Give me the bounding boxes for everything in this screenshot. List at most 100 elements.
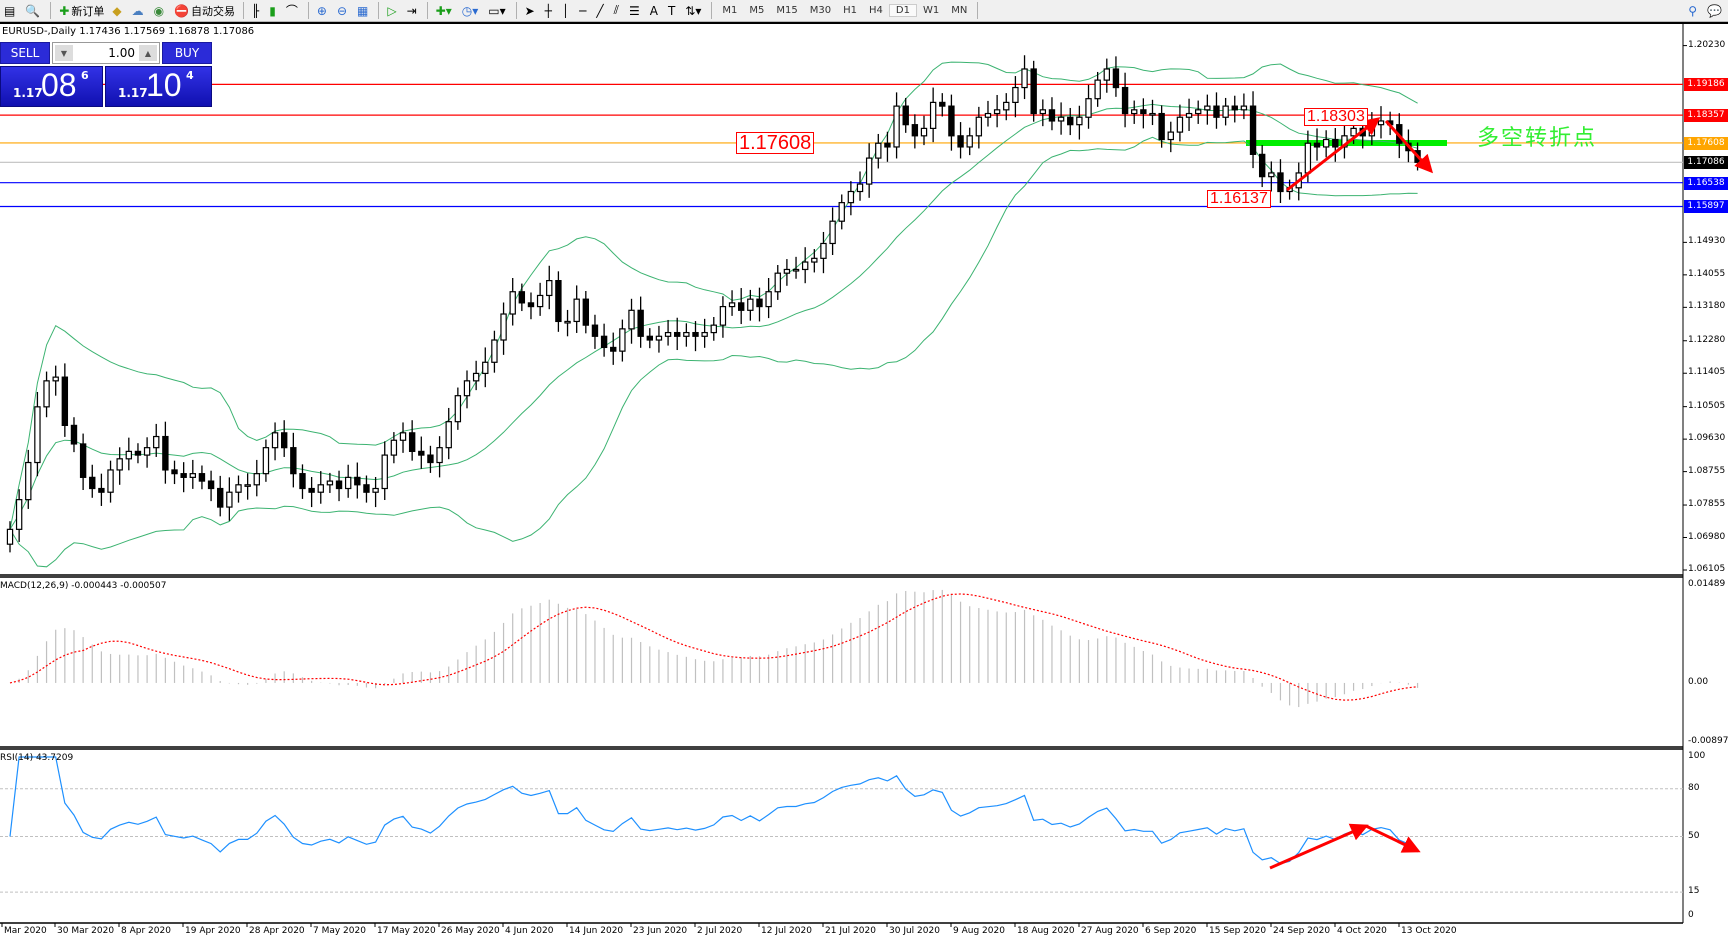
sell-button[interactable]: SELL: [0, 42, 50, 64]
navigator-button[interactable]: ☁: [129, 1, 149, 20]
candle: [756, 287, 763, 322]
search-icon: ⚲: [1688, 3, 1698, 18]
candlestick-button[interactable]: ▮: [266, 1, 281, 20]
price-level-tag[interactable]: 1.16538: [1684, 176, 1728, 190]
candle: [1003, 93, 1010, 121]
candle: [1112, 56, 1120, 97]
price-tick-label: 1.14055: [1688, 268, 1726, 279]
new-chart-icon: ▤: [4, 3, 16, 18]
bullish-candle-body: [993, 109, 1001, 115]
candle: [162, 421, 169, 484]
price-level-tag[interactable]: 1.18357: [1684, 109, 1728, 123]
bullish-candle-body: [893, 105, 900, 148]
timeframe-m30[interactable]: M30: [809, 5, 832, 16]
candle: [637, 296, 644, 348]
buy-price-button[interactable]: 1.17 10 4: [105, 66, 212, 107]
text-label-button[interactable]: T: [665, 1, 680, 20]
bearish-candle-body: [1249, 105, 1257, 155]
zoom-in-button[interactable]: ⊕: [314, 1, 332, 20]
candle: [1332, 128, 1339, 162]
price-label-high[interactable]: 1.18303: [1304, 108, 1368, 126]
vertical-line-button[interactable]: │: [559, 1, 574, 20]
signals-button[interactable]: ◉: [151, 1, 169, 20]
lot-size-input[interactable]: ▼ 1.00 ▲: [52, 42, 160, 64]
bullish-candle-body: [271, 432, 279, 449]
candle: [427, 445, 434, 473]
bar-chart-button[interactable]: ╟: [249, 1, 264, 20]
buy-price-prefix: 1.17: [118, 86, 148, 100]
community-button[interactable]: 💬: [1704, 1, 1727, 20]
cursor-button[interactable]: ➤: [522, 1, 540, 20]
bullish-candle-body: [1012, 86, 1019, 104]
auto-trading-button[interactable]: ⛔ 自动交易: [171, 1, 238, 20]
arrows-button[interactable]: ⇅▾: [682, 1, 706, 20]
date-label: 13 Oct 2020: [1401, 926, 1457, 936]
candle: [975, 106, 983, 149]
sell-price-button[interactable]: 1.17 08 6: [0, 66, 103, 107]
timeframe-m15[interactable]: M15: [776, 5, 798, 16]
crosshair-icon: ┼: [544, 3, 552, 18]
candle: [482, 347, 489, 388]
templates-button[interactable]: ▭▾: [485, 1, 510, 20]
new-order-button[interactable]: ✚ 新订单: [56, 1, 107, 20]
candle: [125, 437, 133, 471]
bearish-candle-body: [171, 469, 178, 475]
new-chart-button[interactable]: ▤: [1, 1, 20, 20]
horizontal-line-button[interactable]: ─: [576, 1, 591, 20]
bearish-candle-body: [198, 473, 206, 482]
candle: [747, 289, 754, 321]
zoom-chart-button[interactable]: 🔍: [22, 1, 45, 20]
date-label: 30 Jul 2020: [889, 926, 940, 936]
timeframe-w1[interactable]: W1: [922, 5, 940, 16]
price-tick-label: 1.06980: [1688, 531, 1726, 542]
turning-point-label[interactable]: 多空转折点: [1477, 126, 1598, 151]
buy-button[interactable]: BUY: [162, 42, 212, 64]
vertical-line-icon: │: [561, 3, 570, 18]
timeframe-m1[interactable]: M1: [722, 5, 738, 16]
price-tick-label: 1.20230: [1688, 39, 1726, 50]
equidistant-channel-button[interactable]: ⫽: [611, 1, 624, 20]
periods-button[interactable]: ◷▾: [459, 1, 484, 20]
chart-shift-button[interactable]: ⇥: [404, 1, 422, 20]
candle: [1231, 95, 1238, 123]
bearish-candle-body: [363, 484, 370, 493]
chart-shift-icon: ⇥: [406, 3, 417, 18]
timeframe-mn[interactable]: MN: [951, 5, 968, 16]
bullish-candle-body: [536, 294, 544, 308]
price-label-1-17608[interactable]: 1.17608: [736, 132, 815, 154]
price-level-tag[interactable]: 1.17608: [1684, 136, 1728, 150]
timeframe-h4[interactable]: H4: [868, 5, 883, 16]
market-watch-button[interactable]: ◆: [109, 1, 126, 20]
bullish-candle-body: [463, 380, 471, 397]
line-chart-button[interactable]: ⌒: [283, 1, 303, 20]
bullish-candle-body: [472, 372, 480, 382]
text-button[interactable]: A: [647, 1, 663, 20]
price-level-tag[interactable]: 1.15897: [1684, 200, 1728, 214]
tile-windows-button[interactable]: ▦: [354, 1, 373, 20]
candle: [1194, 100, 1202, 124]
fibonacci-button[interactable]: ☰: [626, 1, 645, 20]
bearish-candle-body: [884, 142, 891, 148]
timeframe-m5[interactable]: M5: [749, 5, 765, 16]
timeframe-d1[interactable]: D1: [888, 4, 917, 17]
trendline-button[interactable]: ╱: [593, 1, 608, 20]
lot-increase-button[interactable]: ▲: [139, 45, 157, 61]
candle: [1268, 161, 1275, 192]
candle: [134, 443, 142, 464]
macd-tick-label: 0.01489: [1688, 579, 1726, 589]
indicators-button[interactable]: ✚▾: [433, 1, 457, 20]
price-label-low[interactable]: 1.16137: [1207, 190, 1271, 208]
autoscroll-button[interactable]: ▷: [384, 1, 401, 20]
price-level-tag[interactable]: 1.19186: [1684, 78, 1728, 92]
candle: [664, 319, 672, 346]
timeframe-h1[interactable]: H1: [843, 5, 857, 16]
zoom-out-button[interactable]: ⊖: [334, 1, 352, 20]
bullish-candle-body: [984, 112, 992, 118]
price-level-tag[interactable]: 1.17086: [1684, 156, 1728, 170]
search-button[interactable]: ⚲: [1685, 1, 1702, 20]
candle: [418, 436, 425, 469]
lot-decrease-button[interactable]: ▼: [55, 45, 73, 61]
date-label: 12 Jul 2020: [761, 926, 812, 936]
crosshair-button[interactable]: ┼: [542, 1, 557, 20]
